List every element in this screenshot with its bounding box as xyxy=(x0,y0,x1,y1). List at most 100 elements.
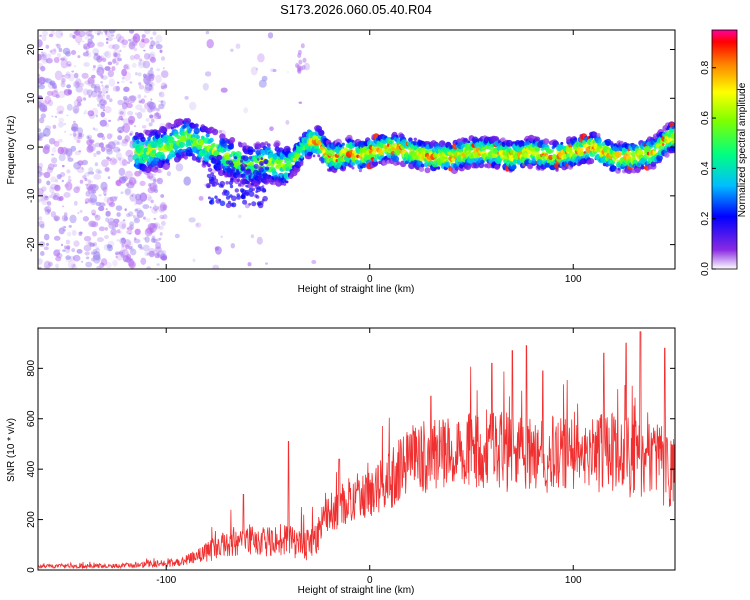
noise-speck xyxy=(40,53,45,57)
heatmap-cell xyxy=(254,194,258,198)
noise-speck xyxy=(99,262,105,268)
heatmap-cell xyxy=(245,184,248,188)
noise-speck xyxy=(73,72,79,79)
noise-speck xyxy=(38,132,45,139)
noise-speck xyxy=(160,70,169,78)
noise-speck xyxy=(38,199,41,203)
noise-speck xyxy=(140,257,147,265)
noise-speck xyxy=(51,115,54,118)
noise-speck xyxy=(67,178,71,183)
noise-speck xyxy=(84,110,88,114)
heatmap-cell xyxy=(392,155,400,163)
noise-speck xyxy=(86,139,93,146)
noise-speck xyxy=(100,181,108,191)
noise-speck xyxy=(91,222,97,228)
noise-speck xyxy=(151,235,156,241)
noise-speck xyxy=(162,67,165,70)
noise-speck xyxy=(46,242,49,247)
noise-speck xyxy=(87,79,95,87)
noise-speck xyxy=(88,241,92,246)
noise-speck xyxy=(100,31,103,35)
heatmap-cell xyxy=(214,195,218,199)
noise-speck xyxy=(125,256,132,263)
noise-speck xyxy=(72,105,80,114)
noise-speck xyxy=(39,117,45,124)
noise-speck xyxy=(50,192,57,199)
noise-speck xyxy=(39,103,46,109)
noise-speck xyxy=(65,181,73,191)
noise-speck xyxy=(126,161,131,164)
noise-speck xyxy=(162,214,168,220)
noise-speck xyxy=(39,65,46,71)
noise-speck xyxy=(196,223,199,227)
noise-speck xyxy=(54,70,63,81)
noise-speck xyxy=(118,157,122,161)
noise-speck xyxy=(40,251,45,256)
heatmap-cell xyxy=(223,148,227,153)
heatmap-cell xyxy=(229,184,234,189)
noise-speck xyxy=(110,34,115,37)
noise-speck xyxy=(136,214,140,219)
noise-speck xyxy=(148,122,153,127)
noise-speck xyxy=(116,212,121,217)
noise-speck xyxy=(72,34,76,39)
noise-speck xyxy=(285,120,290,125)
heatmap-cell xyxy=(573,137,577,141)
noise-speck xyxy=(92,191,97,194)
heatmap-cell xyxy=(283,182,287,186)
noise-speck xyxy=(41,51,44,54)
heatmap-cell xyxy=(256,158,260,161)
noise-speck xyxy=(129,224,135,231)
noise-speck xyxy=(78,231,83,236)
noise-speck xyxy=(134,228,141,235)
noise-speck xyxy=(81,159,89,166)
noise-speck xyxy=(97,103,100,107)
noise-speck xyxy=(121,159,128,167)
noise-speck xyxy=(76,166,85,173)
noise-speck xyxy=(49,50,53,53)
noise-speck xyxy=(128,245,133,250)
noise-speck xyxy=(100,81,103,84)
noise-speck xyxy=(155,112,160,117)
noise-speck xyxy=(160,255,168,261)
heatmap-cell xyxy=(669,129,675,134)
noise-speck xyxy=(62,249,66,252)
heatmap-cell xyxy=(245,170,250,175)
noise-speck xyxy=(183,176,191,186)
heatmap-cell xyxy=(604,138,612,146)
noise-speck xyxy=(38,166,43,173)
noise-speck xyxy=(94,214,99,218)
snr-panel: -100 0 100 0 200 400 600 800 Height of straigh… xyxy=(6,327,676,596)
noise-speck xyxy=(102,94,105,97)
noise-speck xyxy=(54,184,61,192)
heatmap-cell xyxy=(342,165,347,170)
noise-speck xyxy=(149,84,153,87)
noise-speck xyxy=(100,258,108,266)
noise-speck xyxy=(159,214,165,220)
noise-speck xyxy=(117,81,120,84)
noise-speck xyxy=(63,192,71,198)
noise-speck xyxy=(72,254,81,262)
noise-speck xyxy=(63,122,67,126)
noise-speck xyxy=(135,72,138,76)
noise-speck xyxy=(82,43,91,50)
heatmap-cell xyxy=(209,137,214,143)
heatmap-cell xyxy=(542,138,550,145)
noise-speck xyxy=(77,55,81,59)
noise-speck xyxy=(152,31,157,36)
noise-speck xyxy=(73,120,76,123)
spectrogram-y-ticks: -20 -10 0 10 20 xyxy=(26,44,675,252)
noise-speck xyxy=(161,249,167,256)
noise-speck xyxy=(153,204,157,207)
noise-speck xyxy=(148,69,155,77)
heatmap-cell xyxy=(341,142,345,146)
noise-speck xyxy=(71,229,77,236)
heatmap-cell xyxy=(224,154,231,161)
noise-speck xyxy=(250,66,258,76)
noise-speck xyxy=(212,264,220,269)
heatmap-cell xyxy=(372,161,378,167)
noise-speck xyxy=(128,119,134,126)
noise-speck xyxy=(124,170,133,179)
